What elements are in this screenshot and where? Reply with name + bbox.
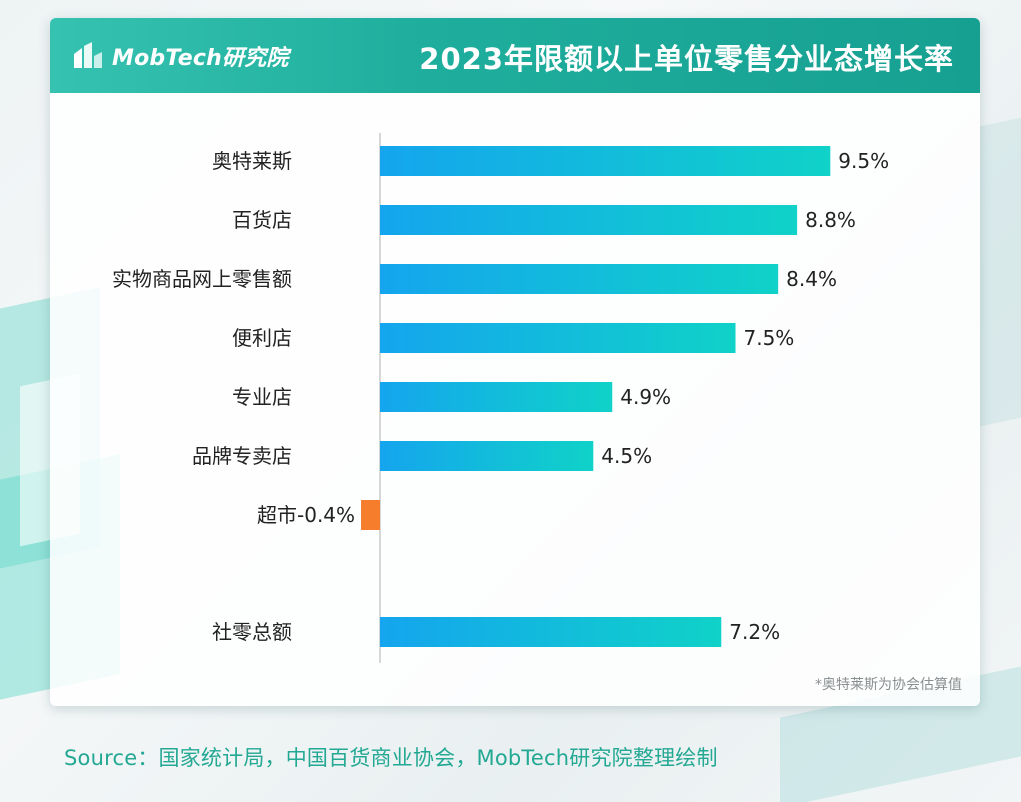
category-label-2: 实物商品网上零售额 bbox=[112, 267, 292, 291]
category-label-3: 便利店 bbox=[232, 326, 292, 350]
bar-3 bbox=[380, 323, 736, 353]
value-label-3: 7.5% bbox=[744, 326, 795, 350]
bar-4 bbox=[380, 382, 613, 412]
header-banner: MobTech研究院 2023年限额以上单位零售分业态增长率 bbox=[50, 18, 980, 93]
value-label-5: 4.5% bbox=[601, 444, 652, 468]
chart-card: MobTech研究院 2023年限额以上单位零售分业态增长率 奥特莱斯 9.5% 百… bbox=[50, 18, 980, 706]
logo: MobTech研究院 bbox=[72, 40, 289, 72]
category-label-1: 百货店 bbox=[232, 208, 292, 232]
value-label-4: 4.9% bbox=[620, 385, 671, 409]
value-label-1: 8.8% bbox=[805, 208, 856, 232]
bar-chart: 奥特莱斯 9.5% 百货店 8.8% 实物商品网上零售额 8.4% 便利店 7.5% 专业店 4.… bbox=[112, 133, 889, 663]
value-label-7: 7.2% bbox=[729, 620, 780, 644]
bar-2 bbox=[380, 264, 779, 294]
category-label-7: 社零总额 bbox=[212, 620, 292, 644]
logo-text: MobTech研究院 bbox=[112, 46, 289, 71]
footnote: *奥特莱斯为协会估算值 bbox=[815, 677, 962, 693]
bar-1 bbox=[380, 205, 798, 235]
bar-7 bbox=[380, 617, 722, 647]
category-label-5: 品牌专卖店 bbox=[192, 444, 292, 468]
value-label-0: 9.5% bbox=[838, 149, 889, 173]
bar-5 bbox=[380, 441, 594, 471]
chart-title: 2023年限额以上单位零售分业态增长率 bbox=[419, 42, 954, 76]
category-label-4: 专业店 bbox=[232, 385, 292, 409]
bar-6 bbox=[361, 500, 380, 530]
category-label-0: 奥特莱斯 bbox=[212, 149, 292, 173]
value-label-6: -0.4% bbox=[297, 503, 355, 527]
mobtech-logo-icon bbox=[74, 42, 102, 68]
value-label-2: 8.4% bbox=[786, 267, 837, 291]
bar-0 bbox=[380, 146, 831, 176]
category-label-6: 超市 bbox=[257, 503, 297, 527]
source-note: Source：国家统计局，中国百货商业协会，MobTech研究院整理绘制 bbox=[64, 746, 718, 770]
